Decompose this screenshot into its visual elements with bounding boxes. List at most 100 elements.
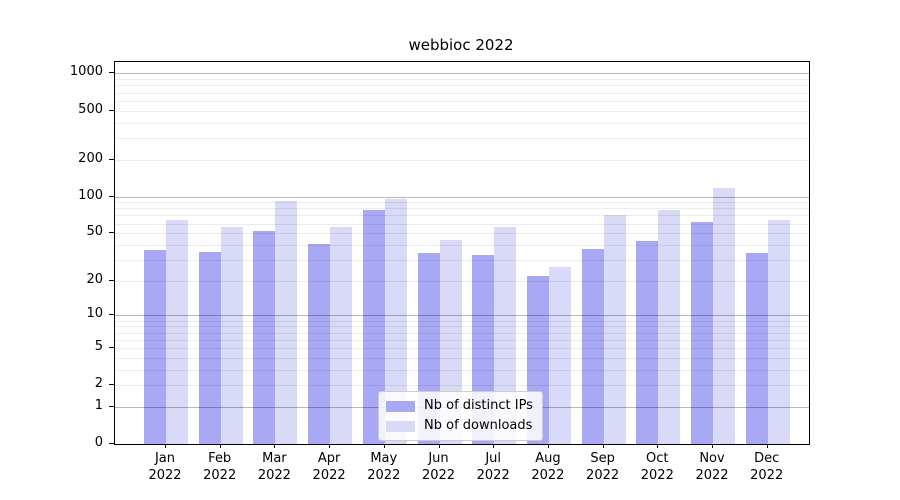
- y-axis-tick-label: 1: [94, 397, 103, 413]
- gridline-minor: [115, 208, 809, 210]
- y-axis-tick-mark: [109, 195, 114, 197]
- gridline-minor: [115, 137, 809, 139]
- y-axis-tick-mark: [109, 405, 114, 407]
- y-axis-tick-mark: [109, 72, 114, 74]
- y-axis-tick-label: 5: [94, 338, 103, 354]
- plot-area: Nb of distinct IPs Nb of downloads: [114, 61, 810, 445]
- y-axis-tick-label: 200: [78, 150, 103, 166]
- gridline-minor: [115, 85, 809, 87]
- legend: Nb of distinct IPs Nb of downloads: [378, 391, 543, 441]
- x-axis-month-label: Jun: [428, 451, 449, 466]
- x-axis-tick-mark: [165, 444, 166, 448]
- x-axis-year-label: 2022: [750, 468, 784, 483]
- x-axis-month-label: Dec: [754, 451, 780, 466]
- gridline-major: [115, 73, 809, 75]
- bar-downloads-mar: [275, 200, 298, 444]
- legend-swatch-distinct-ips: [386, 400, 415, 412]
- x-axis-month-label: Jan: [154, 451, 176, 466]
- x-axis-year-label: 2022: [367, 468, 401, 483]
- x-axis-tick-label: Oct 2022: [622, 450, 692, 484]
- bar-distinct-ips-jan: [144, 250, 166, 444]
- gridline-minor: [115, 259, 809, 261]
- y-axis-tick-label: 0: [94, 435, 103, 450]
- x-axis-tick-mark: [383, 444, 385, 448]
- gridline-minor: [115, 202, 809, 204]
- gridline-minor: [115, 92, 809, 94]
- legend-label-downloads: Nb of downloads: [424, 418, 533, 433]
- x-axis-year-label: 2022: [203, 468, 237, 483]
- y-axis-tick-label: 10: [86, 306, 103, 322]
- x-axis-tick-label: Feb 2022: [185, 450, 255, 484]
- bar-downloads-nov: [713, 187, 735, 444]
- x-axis-tick-mark: [657, 444, 659, 448]
- bar-downloads-sep: [603, 215, 626, 444]
- y-axis-tick-label: 1000: [69, 64, 103, 80]
- gridline-major: [115, 196, 809, 198]
- y-axis-tick-mark: [109, 314, 114, 316]
- legend-item-distinct-ips: Nb of distinct IPs: [386, 397, 533, 415]
- gridline-minor: [115, 122, 809, 124]
- gridline-minor: [115, 233, 809, 235]
- x-axis-month-label: Oct: [646, 451, 669, 466]
- legend-swatch-downloads: [386, 420, 415, 432]
- gridline-minor: [115, 244, 809, 246]
- bar-distinct-ips-nov: [691, 221, 713, 444]
- y-axis-tick-label: 20: [86, 271, 103, 287]
- x-axis-month-label: Nov: [699, 451, 725, 466]
- y-axis-tick-mark: [109, 384, 114, 386]
- bar-distinct-ips-mar: [253, 231, 276, 444]
- y-axis-tick-mark: [109, 232, 114, 234]
- bar-downloads-may: [384, 198, 407, 444]
- y-axis-tick-mark: [109, 443, 114, 444]
- x-axis-tick-mark: [219, 444, 221, 448]
- x-axis-tick-label: Jun 2022: [404, 450, 474, 484]
- gridline-minor: [115, 320, 809, 322]
- gridline-minor: [115, 326, 809, 328]
- x-axis-tick-mark: [329, 444, 331, 448]
- x-axis-tick-label: Mar 2022: [239, 450, 309, 484]
- x-axis-tick-label: Jan 2022: [130, 450, 200, 484]
- x-axis-tick-label: Jul 2022: [458, 450, 528, 484]
- bar-downloads-feb: [220, 227, 243, 444]
- x-axis-month-label: Sep: [590, 451, 615, 466]
- gridline-minor: [115, 215, 809, 217]
- x-axis-tick-mark: [547, 444, 549, 448]
- x-axis-year-label: 2022: [312, 468, 346, 483]
- x-axis-tick-mark: [712, 444, 713, 448]
- gridline-minor: [115, 369, 809, 371]
- x-axis-year-label: 2022: [695, 468, 729, 483]
- gridline-minor: [115, 110, 809, 112]
- legend-label-distinct-ips: Nb of distinct IPs: [424, 398, 533, 413]
- x-axis-year-label: 2022: [586, 468, 620, 483]
- x-axis-tick-label: Aug 2022: [513, 450, 583, 484]
- gridline-minor: [115, 159, 809, 161]
- x-axis-year-label: 2022: [148, 468, 182, 483]
- bar-distinct-ips-feb: [198, 251, 221, 444]
- bar-distinct-ips-dec: [745, 253, 768, 444]
- bar-distinct-ips-apr: [308, 243, 331, 444]
- bar-distinct-ips-sep: [581, 248, 604, 444]
- x-axis-year-label: 2022: [257, 468, 291, 483]
- x-axis-year-label: 2022: [421, 468, 456, 483]
- y-axis-tick-mark: [109, 279, 114, 281]
- x-axis-tick-label: Dec 2022: [732, 450, 802, 484]
- x-axis-tick-mark: [493, 444, 495, 448]
- gridline-minor: [115, 79, 809, 81]
- gridline-minor: [115, 347, 809, 349]
- y-axis-tick-label: 500: [78, 101, 103, 117]
- y-axis-tick-mark: [109, 158, 114, 160]
- x-axis-tick-label: Sep 2022: [568, 450, 638, 484]
- x-axis-tick-mark: [438, 444, 440, 448]
- bar-downloads-jan: [166, 220, 188, 444]
- x-axis-tick-label: May 2022: [349, 450, 419, 484]
- bar-distinct-ips-oct: [636, 241, 659, 444]
- y-axis-tick-mark: [109, 346, 114, 348]
- y-axis-tick-label: 2: [94, 376, 103, 392]
- x-axis-tick-mark: [602, 444, 604, 448]
- y-axis-tick-label: 50: [86, 224, 103, 240]
- x-axis-month-label: Apr: [317, 451, 341, 466]
- gridline-minor: [115, 357, 809, 359]
- gridline-minor: [115, 100, 809, 102]
- gridline-minor: [115, 339, 809, 341]
